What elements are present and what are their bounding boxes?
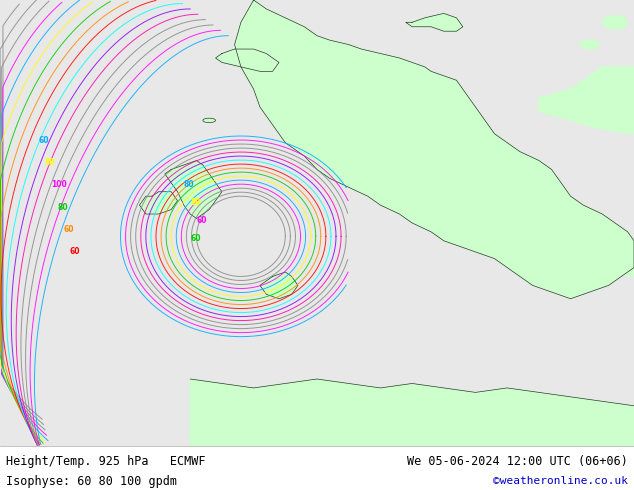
Text: Height/Temp. 925 hPa   ECMWF: Height/Temp. 925 hPa ECMWF	[6, 455, 206, 468]
Polygon shape	[476, 201, 634, 276]
Polygon shape	[190, 379, 634, 446]
Text: 60: 60	[63, 225, 74, 234]
Polygon shape	[539, 67, 634, 134]
Polygon shape	[139, 192, 178, 214]
Text: 60: 60	[38, 136, 49, 145]
Text: We 05-06-2024 12:00 UTC (06+06): We 05-06-2024 12:00 UTC (06+06)	[407, 455, 628, 468]
Polygon shape	[216, 49, 279, 72]
Text: Isophyse: 60 80 100 gpdm: Isophyse: 60 80 100 gpdm	[6, 475, 178, 488]
Ellipse shape	[602, 16, 628, 29]
Text: 60: 60	[190, 234, 201, 243]
Text: 100: 100	[51, 180, 67, 189]
Polygon shape	[406, 13, 463, 31]
Text: 60: 60	[197, 216, 207, 225]
Polygon shape	[235, 0, 634, 299]
Text: 60: 60	[70, 247, 81, 256]
Text: 80: 80	[44, 158, 55, 167]
Ellipse shape	[203, 118, 216, 122]
Text: ©weatheronline.co.uk: ©weatheronline.co.uk	[493, 476, 628, 486]
Text: 80: 80	[190, 198, 201, 207]
Text: 80: 80	[184, 180, 195, 189]
Ellipse shape	[580, 40, 599, 49]
Polygon shape	[165, 161, 222, 219]
Polygon shape	[260, 272, 298, 299]
Text: 80: 80	[57, 202, 68, 212]
